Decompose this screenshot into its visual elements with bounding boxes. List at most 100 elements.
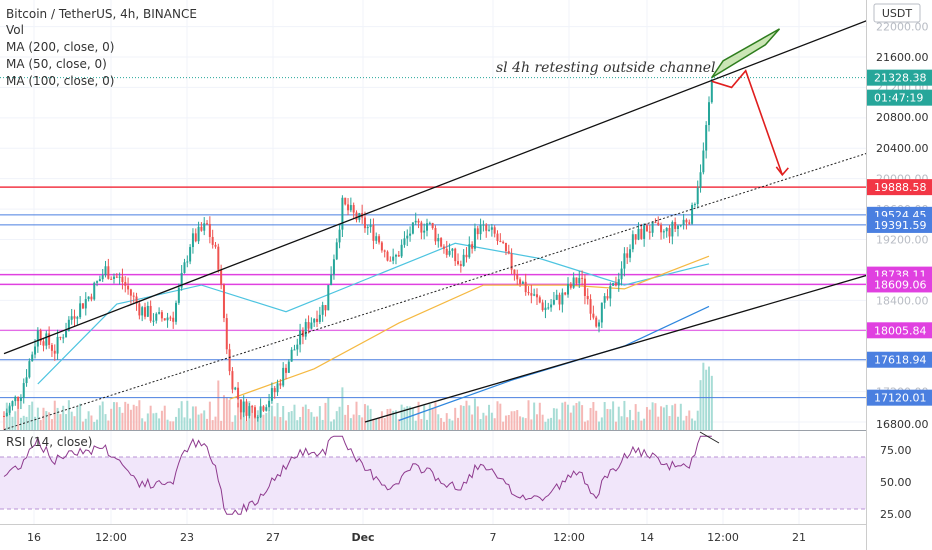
candle-body	[169, 317, 172, 319]
rsi-line	[3, 435, 712, 515]
currency-label: USDT	[882, 7, 913, 20]
candle-body	[259, 406, 262, 418]
candle-body	[110, 278, 113, 280]
candle-body	[400, 244, 403, 257]
channel-lower-line[interactable]	[364, 264, 906, 423]
candle-body	[273, 388, 276, 393]
candle-body	[186, 261, 189, 263]
candle-body	[11, 401, 14, 407]
candle-body	[685, 219, 688, 223]
volume-bar	[457, 417, 460, 430]
candle-body	[606, 296, 609, 299]
volume-bar	[107, 420, 110, 430]
candle-body	[14, 396, 17, 402]
time-axis[interactable]: 16 12:00 23 27 Dec 7 12:00 14 12:00 21	[27, 531, 806, 544]
candle-body	[488, 229, 491, 231]
volume-bar	[135, 406, 138, 430]
candle-body	[313, 318, 316, 323]
candle-body	[479, 224, 482, 235]
price-tag-label: 19391.59	[874, 219, 927, 232]
volume-bar	[643, 418, 646, 430]
time-tick-14: 14	[640, 531, 654, 544]
candle-body	[552, 299, 555, 305]
volume-bar	[172, 421, 175, 430]
candle-body	[70, 316, 73, 320]
volume-bar	[674, 403, 677, 430]
volume-bar	[175, 416, 178, 430]
volume-bar	[702, 362, 705, 430]
candle-body	[589, 299, 592, 314]
candle-body	[538, 297, 541, 303]
candle-body	[448, 250, 451, 255]
study-ma-100[interactable]: MA (100, close, 0)	[6, 74, 114, 88]
volume-bar	[231, 421, 234, 430]
candle-body	[417, 220, 420, 223]
volume-bar	[101, 401, 104, 430]
volume-bar	[56, 407, 59, 430]
rsi-annotation-line[interactable]	[699, 431, 720, 444]
volume-bar	[699, 380, 702, 430]
volume-bar	[59, 414, 62, 430]
candle-body	[437, 238, 440, 242]
volume-bar	[149, 405, 152, 430]
chart-annotation[interactable]: sl 4h retesting outside channel	[496, 60, 716, 76]
candle-body	[285, 367, 287, 373]
channel-mid-line[interactable]	[3, 141, 906, 430]
volume-bar	[473, 398, 476, 430]
volume-bar	[265, 412, 268, 430]
volume-bar	[612, 401, 615, 430]
volume-bar	[310, 412, 313, 430]
projection-arrow[interactable]	[711, 69, 784, 176]
candle-body	[270, 388, 273, 401]
price-tag-bg	[867, 322, 932, 339]
volume-bar	[115, 402, 118, 430]
candle-body	[180, 272, 183, 288]
currency-button[interactable]	[873, 3, 921, 23]
volume-bar	[344, 414, 347, 430]
candle-body	[482, 224, 485, 226]
time-tick-7: 7	[490, 531, 497, 544]
volume-bar	[445, 413, 448, 430]
candle-body	[220, 269, 223, 285]
trend-channel[interactable]	[3, 5, 906, 430]
channel-upper-line[interactable]	[3, 5, 906, 355]
candle-body	[191, 233, 194, 248]
candle-body	[65, 330, 68, 338]
candle-body	[79, 303, 82, 318]
candle-body	[265, 407, 268, 411]
rsi-axis[interactable]: 75.00 50.00 25.00	[880, 444, 912, 521]
price-axis[interactable]: USDT 21600.00 20800.00 20400.00 16800.00…	[867, 3, 932, 431]
candle-body	[332, 259, 335, 275]
price-tag-label: 01:47:19	[874, 92, 923, 105]
candle-body	[253, 407, 256, 418]
volume-bar	[705, 369, 708, 430]
volume-bar	[17, 400, 20, 430]
candle-body	[327, 285, 330, 311]
candle-body	[431, 222, 434, 229]
volume-bar	[132, 404, 135, 430]
candle-body	[380, 242, 383, 251]
volume-bar	[589, 408, 592, 430]
candle-body	[504, 242, 507, 252]
candle-body	[197, 226, 200, 242]
study-vol[interactable]: Vol	[6, 23, 24, 37]
candle-body	[42, 341, 45, 346]
volume-bar	[527, 400, 530, 430]
volume-bar	[530, 419, 533, 430]
study-ma-50[interactable]: MA (50, close, 0)	[6, 57, 107, 71]
volume-bar	[378, 418, 381, 430]
drawings[interactable]	[711, 28, 789, 177]
volume-bar	[144, 421, 146, 430]
volume-bar	[592, 402, 595, 430]
target-box[interactable]	[711, 28, 781, 79]
candle-body	[426, 223, 428, 231]
volume-bar	[710, 375, 713, 430]
volume-bar	[67, 400, 70, 430]
volume-bar	[93, 421, 96, 430]
candle-body	[623, 253, 626, 269]
rsi-pane[interactable]: RSI (14, close)	[0, 431, 866, 515]
volume-bar	[183, 417, 186, 430]
candle-body	[586, 295, 589, 300]
study-ma-200[interactable]: MA (200, close, 0)	[6, 40, 114, 54]
